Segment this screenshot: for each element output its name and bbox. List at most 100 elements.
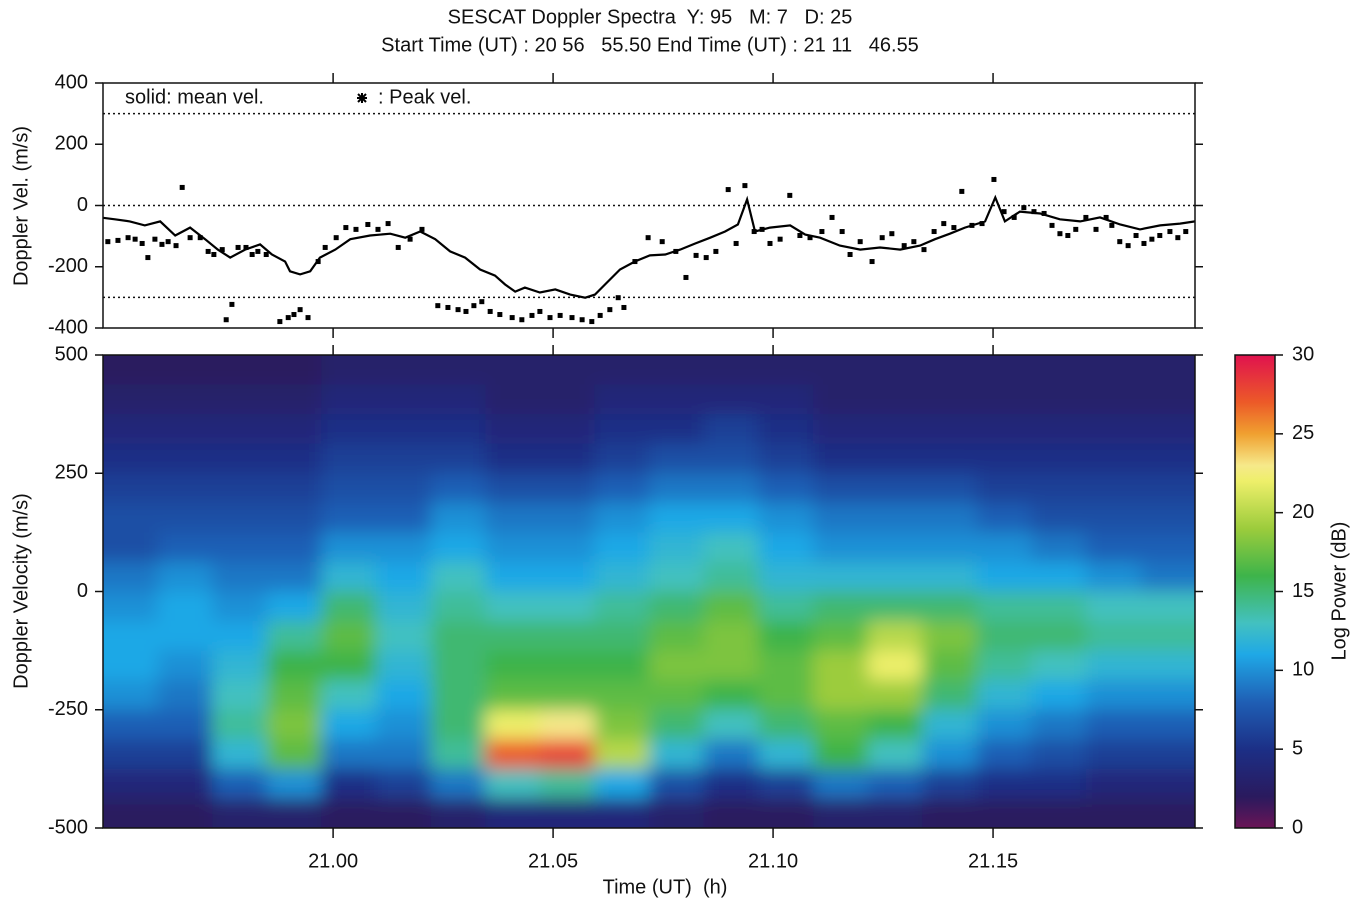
chart-title: SESCAT Doppler Spectra Y: 95 M: 7 D: 25 <box>448 6 853 28</box>
heatmap-cell <box>649 591 705 622</box>
heatmap-cells <box>103 355 1195 828</box>
peak-velocity-point <box>1167 229 1173 235</box>
peak-velocity-point <box>911 239 917 245</box>
chart-subtitle: Start Time (UT) : 20 56 55.50 End Time (… <box>381 34 919 56</box>
peak-velocity-point <box>285 315 291 321</box>
heatmap-cell <box>485 532 541 563</box>
heatmap-cell <box>157 591 213 622</box>
heatmap-cell <box>703 798 759 828</box>
heatmap-cell <box>430 355 486 386</box>
peak-velocity-point <box>463 308 469 314</box>
heatmap-cell <box>1085 709 1141 740</box>
heatmap-cell <box>594 680 650 711</box>
heatmap-cell <box>1085 680 1141 711</box>
heatmap-cell <box>813 355 869 386</box>
heatmap-cell <box>321 709 377 740</box>
heatmap-cell <box>1085 414 1141 445</box>
peak-velocity-point <box>173 243 179 249</box>
peak-velocity-point <box>615 295 621 301</box>
heatmap-cell <box>485 355 541 386</box>
peak-velocity-point <box>751 229 757 235</box>
heatmap-cell <box>539 768 595 799</box>
heatmap-cell <box>703 621 759 652</box>
legend-marker <box>357 93 367 103</box>
peak-velocity-point <box>211 252 217 257</box>
heatmap-cell <box>758 384 814 415</box>
heatmap-cell <box>212 414 268 445</box>
heatmap-cell <box>321 591 377 622</box>
heatmap-cell <box>1085 384 1141 415</box>
heatmap-cell <box>922 650 978 681</box>
heatmap-cell <box>813 621 869 652</box>
heatmap-cell <box>867 473 923 504</box>
peak-velocity-point <box>847 252 853 257</box>
heatmap-cell <box>157 502 213 533</box>
heatmap-cell <box>976 355 1032 386</box>
heatmap-cell <box>1140 768 1195 799</box>
heatmap-cell <box>266 709 322 740</box>
heatmap-cell <box>539 591 595 622</box>
heatmap-cell <box>758 621 814 652</box>
heatmap-cell <box>594 384 650 415</box>
colorbar-tick-label: 20 <box>1292 501 1314 523</box>
heatmap-cell <box>266 473 322 504</box>
peak-velocity-point <box>1001 209 1007 215</box>
y-tick-label: 500 <box>55 343 88 365</box>
heatmap-cell <box>266 768 322 799</box>
heatmap-cell <box>1085 650 1141 681</box>
heatmap-cell <box>649 798 705 828</box>
heatmap-cell <box>1031 798 1087 828</box>
heatmap-cell <box>922 680 978 711</box>
heatmap-cell <box>1085 561 1141 592</box>
heatmap-cell <box>976 621 1032 652</box>
heatmap-cell <box>103 502 159 533</box>
peak-velocity-point <box>931 229 937 235</box>
peak-velocity-point <box>395 244 401 250</box>
peak-velocity-point <box>197 235 203 241</box>
heatmap-cell <box>1085 532 1141 563</box>
peak-velocity-point <box>487 308 493 314</box>
heatmap-cell <box>922 473 978 504</box>
heatmap-cell <box>1085 768 1141 799</box>
heatmap-cell <box>485 621 541 652</box>
peak-velocity-point <box>1049 222 1055 228</box>
heatmap-cell <box>594 798 650 828</box>
peak-velocity-point <box>1031 209 1037 215</box>
colorbar-tick-label: 15 <box>1292 580 1314 602</box>
y-tick-label: -250 <box>48 698 88 720</box>
peak-velocity-point <box>249 252 255 257</box>
heatmap-cell <box>103 591 159 622</box>
heatmap-cell <box>922 768 978 799</box>
heatmap-cell <box>266 561 322 592</box>
peak-velocity-point <box>1157 233 1163 239</box>
heatmap-cell <box>376 355 432 386</box>
heatmap-cell <box>1085 502 1141 533</box>
heatmap-cell <box>212 709 268 740</box>
heatmap-cell <box>266 739 322 770</box>
heatmap-cell <box>1085 473 1141 504</box>
heatmap-cell <box>266 443 322 474</box>
heatmap-cell <box>157 473 213 504</box>
heatmap-cell <box>485 680 541 711</box>
peak-velocity-point <box>1011 214 1017 220</box>
heatmap-cell <box>758 414 814 445</box>
peak-velocity-point <box>509 315 515 321</box>
peak-velocity-point <box>1149 236 1155 242</box>
heatmap-cell <box>376 768 432 799</box>
heatmap-cell <box>649 532 705 563</box>
legend-label: solid: mean vel. <box>125 86 264 108</box>
heatmap-cell <box>1140 532 1195 563</box>
heatmap-cell <box>376 502 432 533</box>
peak-velocity-point <box>889 231 895 237</box>
heatmap-cell <box>867 650 923 681</box>
heatmap-cell <box>1031 502 1087 533</box>
heatmap-cell <box>103 709 159 740</box>
heatmap-cell <box>485 384 541 415</box>
heatmap-cell <box>103 798 159 828</box>
peak-velocity-point <box>455 307 461 313</box>
heatmap-cell <box>1031 561 1087 592</box>
peak-velocity-point <box>703 255 709 261</box>
heatmap-cell <box>539 621 595 652</box>
colorbar-tick-label: 10 <box>1292 659 1314 681</box>
